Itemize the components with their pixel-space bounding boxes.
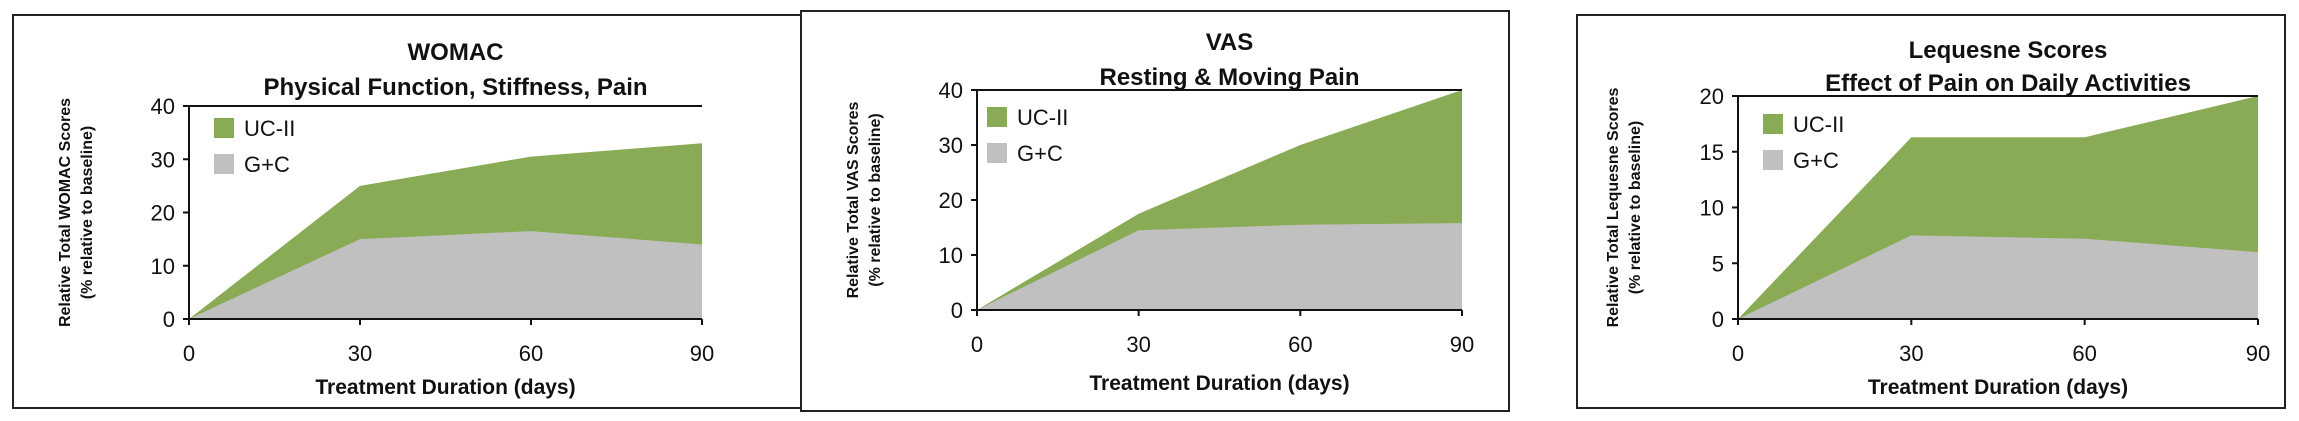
womac-x-axis-label: Treatment Duration (days) (315, 376, 575, 399)
vas-y-tick-label: 20 (939, 188, 963, 213)
vas-y-axis-label: Relative Total VAS Scores (845, 101, 862, 298)
lequesne-chart-svg: 0 5 10 15 20 0 30 60 90 Lequesne Scores Effect of … (1605, 37, 2270, 399)
lequesne-x-tick-label: 30 (1899, 341, 1923, 366)
womac-x-tick-label: 30 (348, 341, 372, 366)
vas-area-g-c (977, 223, 1462, 310)
lequesne-chart-panel: 0 5 10 15 20 0 30 60 90 Lequesne Scores Effect of … (1576, 14, 2286, 409)
lequesne-y-tick-label: 0 (1712, 307, 1724, 332)
vas-x-tick-label: 90 (1450, 332, 1474, 357)
vas-chart-panel: 0 10 20 30 40 0 30 60 90 VAS Resting & Moving Pain… (800, 10, 1510, 412)
womac-chart-panel: 0 10 20 30 40 0 30 60 90 WOMAC Physical Function, … (12, 14, 802, 409)
lequesne-chart-subtitle: Effect of Pain on Daily Activities (1825, 70, 2191, 97)
womac-chart-title: WOMAC (408, 39, 504, 66)
vas-chart-title: VAS (1206, 29, 1254, 56)
womac-legend-label-uc-ii: UC-II (244, 116, 295, 141)
womac-chart-subtitle: Physical Function, Stiffness, Pain (263, 74, 647, 101)
vas-chart-subtitle: Resting & Moving Pain (1099, 64, 1359, 91)
lequesne-x-tick-label: 90 (2246, 341, 2270, 366)
womac-y-axis-label: Relative Total WOMAC Scores (57, 98, 74, 327)
womac-y-tick-label: 30 (151, 147, 175, 172)
lequesne-y-tick-label: 15 (1700, 140, 1724, 165)
vas-x-tick-label: 60 (1288, 332, 1312, 357)
lequesne-legend-swatch-uc-ii (1763, 114, 1783, 134)
lequesne-y-tick-label: 20 (1700, 84, 1724, 109)
womac-area-g-c (189, 231, 702, 319)
vas-x-axis-label: Treatment Duration (days) (1089, 372, 1349, 395)
vas-y-tick-label: 0 (951, 298, 963, 323)
womac-y-tick-label: 40 (151, 94, 175, 119)
vas-y-tick-label: 10 (939, 243, 963, 268)
vas-x-tick-label: 0 (971, 332, 983, 357)
womac-y-tick-label: 20 (151, 201, 175, 226)
lequesne-legend-swatch-g-c (1763, 150, 1783, 170)
lequesne-legend-label-g-c: G+C (1793, 148, 1839, 173)
lequesne-y-axis-label-2: (% relative to baseline) (1627, 121, 1644, 294)
lequesne-y-tick-label: 5 (1712, 251, 1724, 276)
womac-y-tick-label: 0 (163, 307, 175, 332)
womac-y-tick-label: 10 (151, 254, 175, 279)
womac-legend-swatch-uc-ii (214, 118, 234, 138)
lequesne-x-axis-label: Treatment Duration (days) (1868, 376, 2128, 399)
vas-legend-swatch-g-c (987, 143, 1007, 163)
lequesne-legend-label-uc-ii: UC-II (1793, 112, 1844, 137)
lequesne-x-tick-label: 60 (2072, 341, 2096, 366)
vas-legend-label-uc-ii: UC-II (1017, 105, 1068, 130)
womac-legend-label-g-c: G+C (244, 152, 290, 177)
vas-y-tick-label: 30 (939, 133, 963, 158)
vas-y-tick-label: 40 (939, 78, 963, 103)
lequesne-y-axis-label: Relative Total Lequesne Scores (1605, 88, 1622, 328)
lequesne-area-g-c (1738, 235, 2258, 319)
lequesne-x-tick-label: 0 (1732, 341, 1744, 366)
lequesne-chart-title: Lequesne Scores (1909, 37, 2108, 64)
vas-legend-swatch-uc-ii (987, 107, 1007, 127)
vas-legend-label-g-c: G+C (1017, 141, 1063, 166)
womac-x-tick-label: 90 (690, 341, 714, 366)
womac-x-tick-label: 0 (183, 341, 195, 366)
womac-x-tick-label: 60 (519, 341, 543, 366)
vas-chart-svg: 0 10 20 30 40 0 30 60 90 VAS Resting & Moving Pain… (845, 29, 1474, 395)
lequesne-y-tick-label: 10 (1700, 196, 1724, 221)
vas-y-axis-label-2: (% relative to baseline) (867, 113, 884, 286)
womac-chart-svg: 0 10 20 30 40 0 30 60 90 WOMAC Physical Function, … (57, 39, 714, 399)
vas-x-tick-label: 30 (1126, 332, 1150, 357)
womac-legend-swatch-g-c (214, 154, 234, 174)
womac-y-axis-label-2: (% relative to baseline) (79, 126, 96, 299)
